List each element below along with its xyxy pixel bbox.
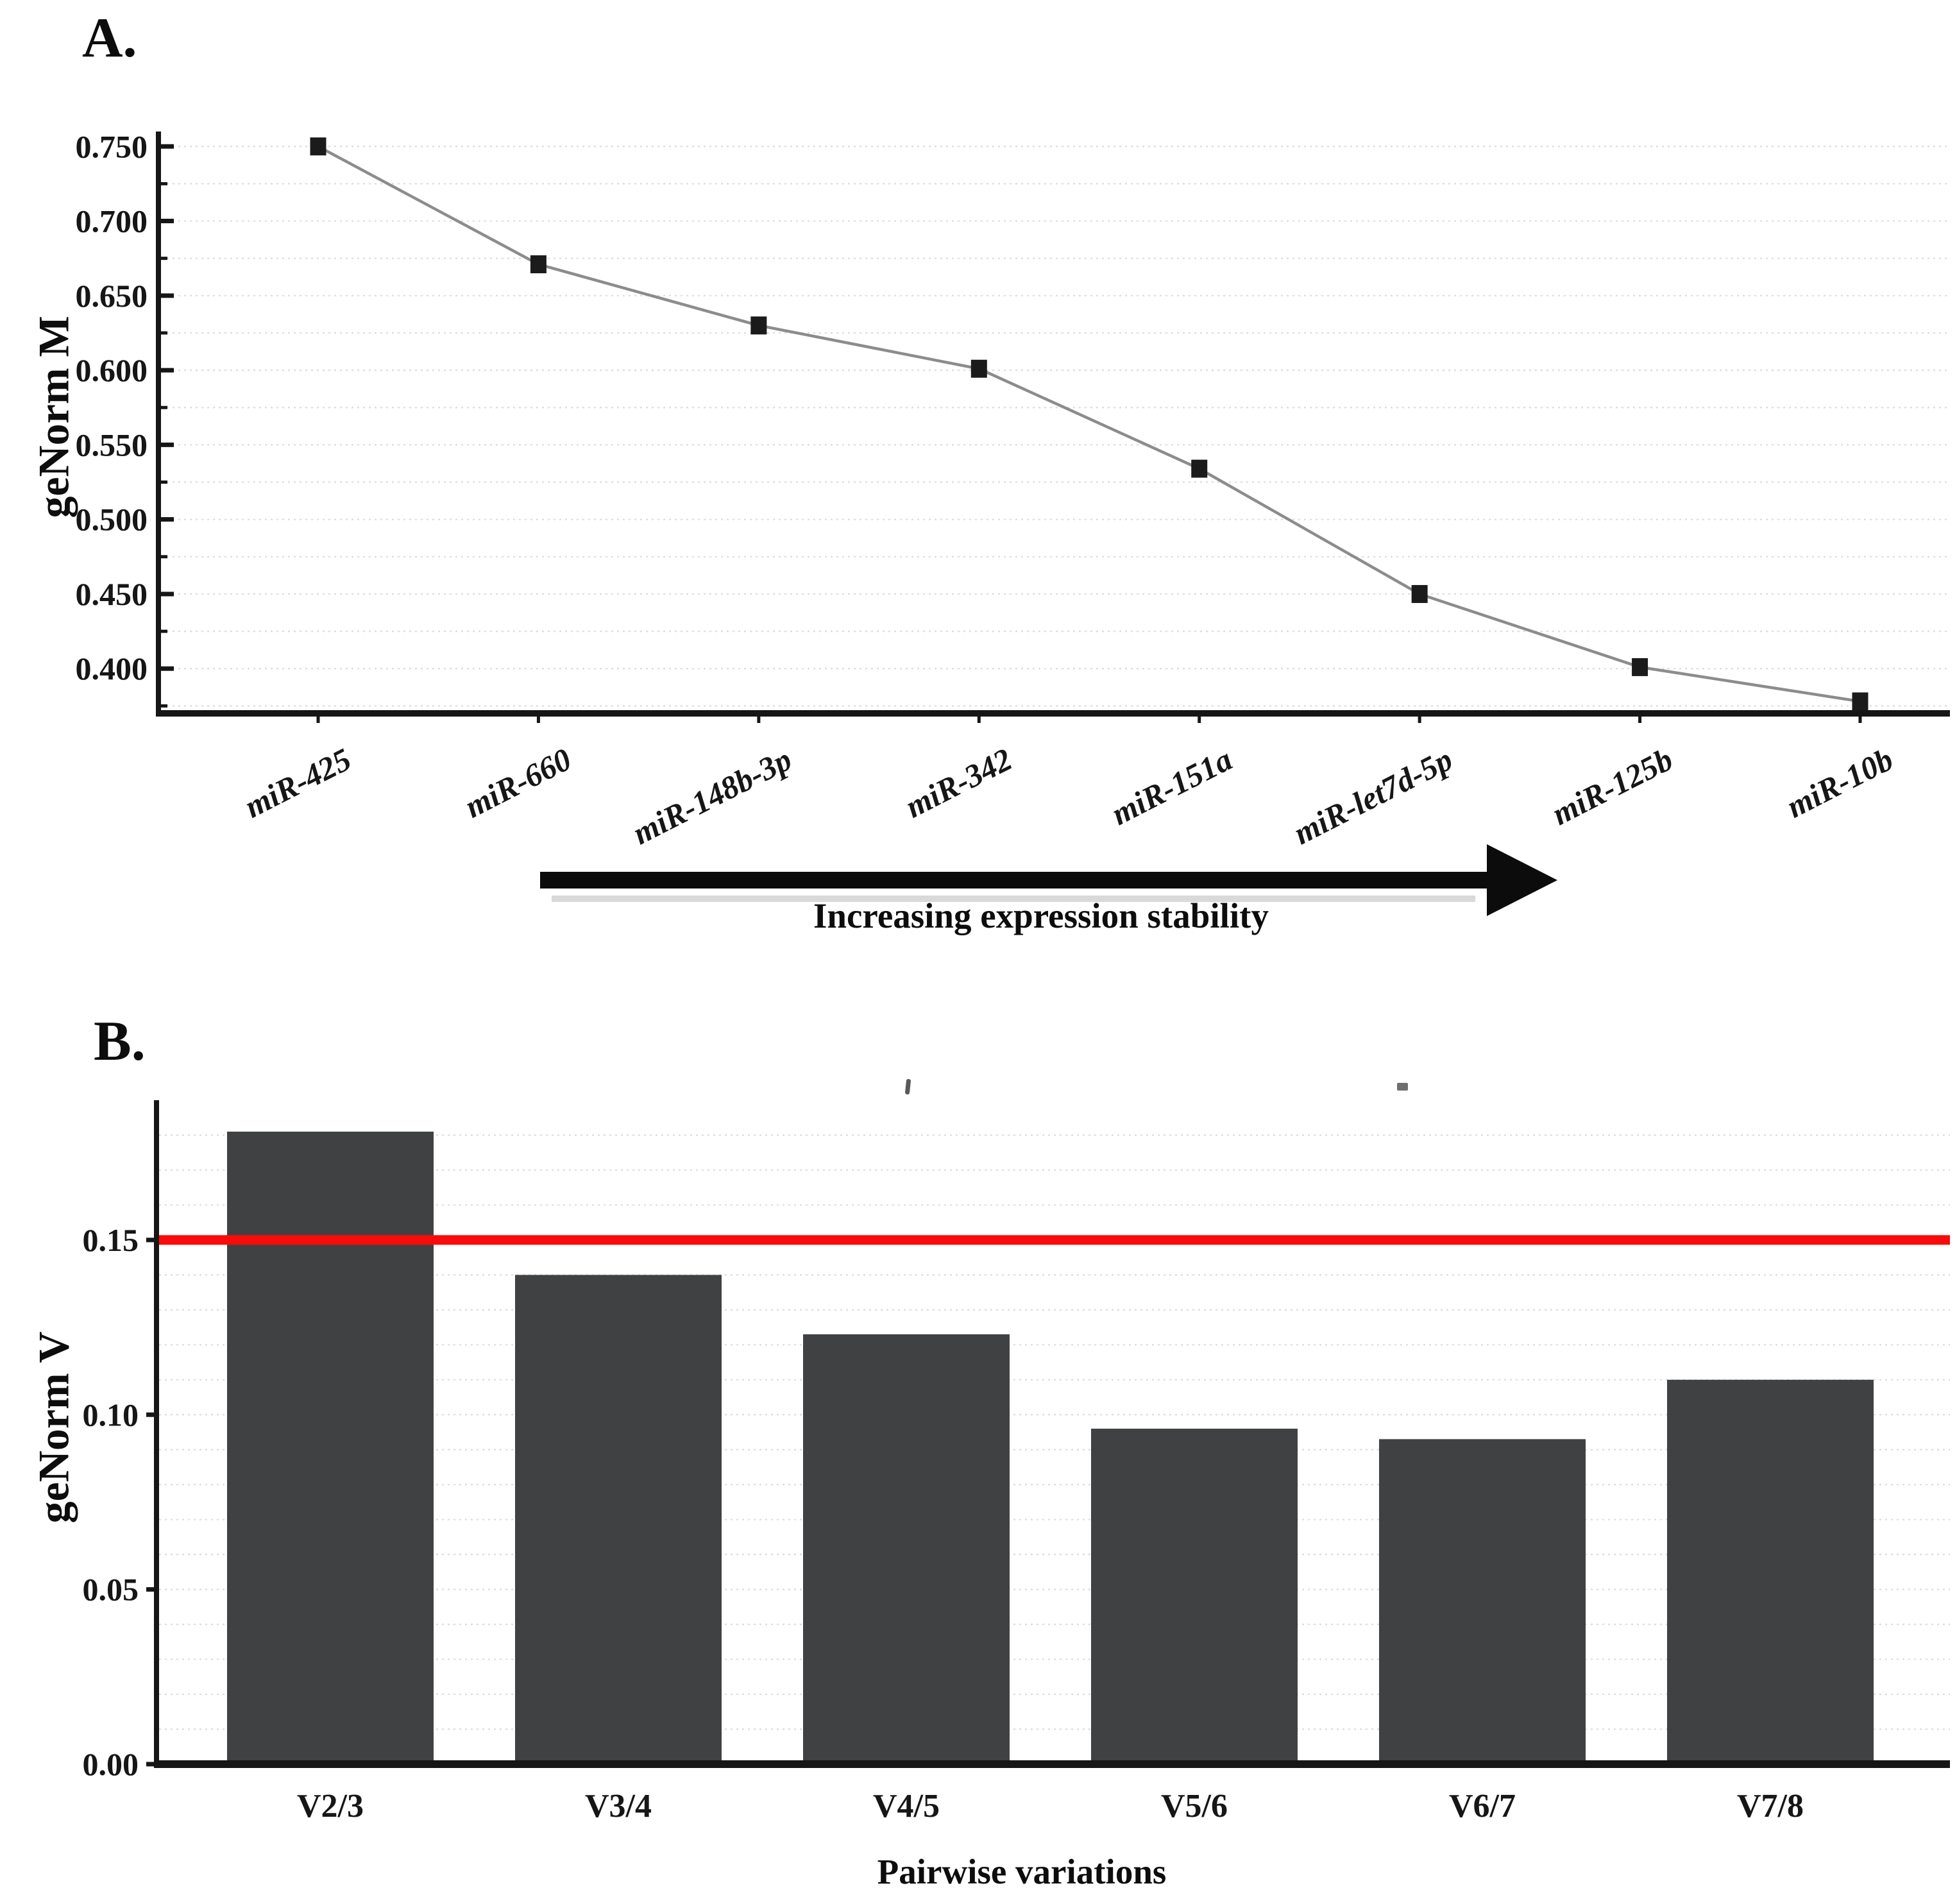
y-tick-label: 0.600 bbox=[76, 352, 148, 388]
data-point-marker bbox=[1191, 459, 1208, 478]
panel-b-bar-chart: V2/3 V3/4 V4/5 V5/6 V6/7 V7/8 0.15 0.10 0.05 0.00 bbox=[83, 1100, 1950, 1824]
y-tick-label: 0.400 bbox=[76, 650, 148, 686]
x-category-label: miR-125b bbox=[1546, 741, 1678, 832]
y-tick-label: 0.450 bbox=[76, 576, 148, 612]
stability-line bbox=[317, 145, 1861, 703]
x-category-label: miR-10b bbox=[1781, 741, 1899, 825]
data-point-marker bbox=[1632, 658, 1648, 676]
x-category-label: V3/4 bbox=[585, 1788, 652, 1824]
x-category-label: V5/6 bbox=[1161, 1788, 1228, 1824]
data-point-marker bbox=[970, 359, 987, 378]
data-point-marker bbox=[1852, 692, 1868, 711]
y-tick-label: 0.750 bbox=[76, 128, 148, 164]
x-category-label: V2/3 bbox=[297, 1788, 364, 1824]
panel-a-y-axis-title: geNorm M bbox=[29, 316, 78, 518]
panel-a-line-chart: 0.750 0.700 0.650 0.600 0.550 0.500 0.450 0.400… bbox=[76, 128, 1950, 916]
panel-b-x-axis-title: Pairwise variations bbox=[877, 1852, 1167, 1891]
panel-a-label: A. bbox=[82, 7, 137, 69]
x-category-label: V6/7 bbox=[1449, 1788, 1516, 1824]
data-point-marker bbox=[750, 316, 767, 335]
bar bbox=[803, 1334, 1010, 1764]
data-point-marker bbox=[530, 255, 546, 273]
arrow-caption: Increasing expression stability bbox=[813, 896, 1269, 935]
bar bbox=[515, 1275, 722, 1764]
y-tick-label: 0.650 bbox=[76, 278, 148, 314]
x-category-label: miR-660 bbox=[459, 741, 577, 825]
data-point-marker bbox=[310, 137, 326, 156]
stability-arrow-head bbox=[1487, 844, 1557, 916]
y-tick-label: 0.10 bbox=[83, 1397, 139, 1432]
y-tick-label: 0.00 bbox=[83, 1746, 139, 1782]
y-tick-label: 0.05 bbox=[83, 1572, 139, 1608]
bar bbox=[1667, 1379, 1874, 1764]
y-tick-label: 0.15 bbox=[83, 1222, 139, 1258]
y-tick-label: 0.500 bbox=[76, 502, 148, 538]
panel-b-y-axis-title: geNorm V bbox=[29, 1331, 78, 1524]
panel-b-label: B. bbox=[94, 1010, 146, 1073]
bar bbox=[1091, 1429, 1298, 1764]
data-point-marker bbox=[1411, 584, 1428, 603]
x-category-label: miR-151a bbox=[1106, 741, 1238, 832]
x-category-label: miR-342 bbox=[899, 741, 1017, 825]
bar bbox=[1379, 1439, 1586, 1764]
y-tick-label: 0.700 bbox=[76, 203, 148, 239]
y-tick-label: 0.550 bbox=[76, 427, 148, 463]
x-category-label: V7/8 bbox=[1737, 1788, 1804, 1824]
x-category-label: miR-148b-3p bbox=[627, 741, 797, 851]
bar bbox=[227, 1132, 434, 1764]
scan-artifact-square bbox=[1397, 1083, 1408, 1091]
x-category-label: miR-let7d-5p bbox=[1288, 741, 1458, 851]
x-category-label: miR-425 bbox=[239, 741, 357, 825]
x-category-label: V4/5 bbox=[873, 1788, 940, 1824]
